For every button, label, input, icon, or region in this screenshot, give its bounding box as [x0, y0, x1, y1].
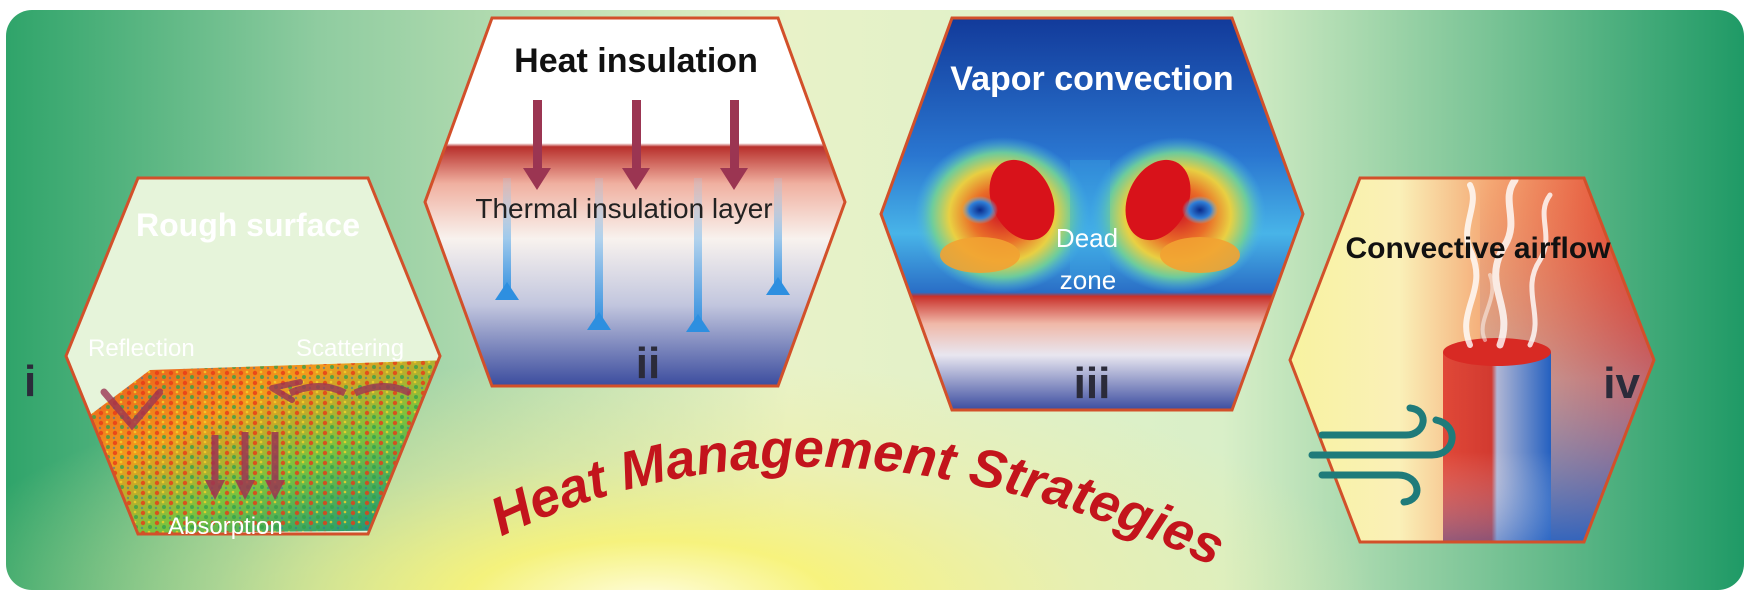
zone-label: zone: [1060, 265, 1116, 295]
panel-iii-title: Vapor convection: [950, 60, 1233, 98]
vortex-field: [914, 137, 1266, 293]
cylinder-top: [1443, 338, 1551, 366]
panel-rough-surface: Rough surface Reflection Scattering Abso…: [24, 176, 442, 540]
absorption-label: Absorption: [168, 513, 283, 540]
panel-i-numeral: i: [24, 357, 36, 406]
scattering-label: Scattering: [296, 335, 404, 362]
panel-iii-numeral: iii: [1074, 359, 1111, 408]
absorption-arrows: [205, 432, 285, 500]
panel-ii-title: Heat insulation: [514, 42, 758, 80]
hexagon-i-border: [64, 176, 442, 536]
up-arrow-icon: [766, 277, 790, 295]
wind-icon: [1308, 404, 1456, 506]
down-arrow-icon: [622, 168, 650, 190]
hexagon-ii: [425, 18, 845, 386]
scattering-arrowhead: [269, 379, 303, 403]
rough-surface-texture: [70, 360, 440, 534]
panel-i-title: Rough surface: [136, 207, 360, 243]
smoke-icon: [1463, 178, 1553, 349]
hexagon-iv-border: [1288, 176, 1656, 544]
panel-convective-airflow: Convective airflow iv: [1288, 176, 1656, 544]
up-arrow-icon: [686, 314, 710, 332]
down-arrow-icon: [205, 480, 225, 500]
reflection-label: Reflection: [88, 335, 195, 362]
heat-input-arrows: [523, 100, 748, 190]
down-arrow-icon: [720, 168, 748, 190]
up-arrow-icon: [495, 282, 519, 300]
scattering-arrows: [288, 383, 412, 397]
insulation-layer-label: Thermal insulation layer: [475, 193, 772, 224]
cylinder-shade: [1443, 352, 1551, 542]
sun-glow: [6, 10, 1744, 590]
up-arrow-icon: [587, 312, 611, 330]
down-arrow-icon: [523, 168, 551, 190]
panel-vapor-convection: Vapor convection Dead zone iii: [879, 16, 1305, 412]
panel-heat-insulation: Heat insulation Thermal insulation layer…: [423, 16, 847, 388]
panel-iv-title: Convective airflow: [1345, 232, 1611, 265]
heat-loss-arrows: [495, 178, 790, 332]
panel-ii-numeral: ii: [636, 339, 660, 388]
dead-label: Dead: [1056, 223, 1118, 253]
panel-iv-numeral: iv: [1603, 359, 1640, 408]
hexagon-iii-border: [879, 16, 1305, 412]
down-arrow-icon: [265, 480, 285, 500]
down-arrow-icon: [235, 480, 255, 500]
reflection-arrow: [100, 388, 164, 431]
hexagon-ii-border: [423, 16, 847, 388]
